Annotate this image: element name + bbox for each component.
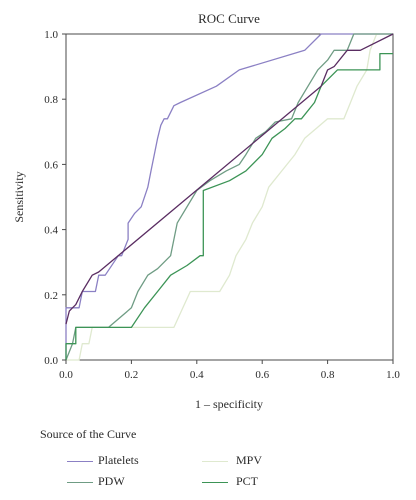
legend-swatch-mpv xyxy=(202,461,228,462)
y-axis-ticks: 0.0 0.2 0.4 0.6 0.8 1.0 xyxy=(44,29,66,367)
x-tick-label: 0.2 xyxy=(125,369,139,381)
x-tick-label: 0.8 xyxy=(321,369,335,381)
series-line-mpv xyxy=(66,33,393,361)
y-tick-label: 1.0 xyxy=(44,29,58,41)
legend-swatch-platelets xyxy=(67,461,93,462)
legend-label-mpv: MPV xyxy=(236,453,263,467)
series-line-pct xyxy=(65,52,393,360)
legend-title: Source of the Curve xyxy=(40,427,137,441)
series-line-platelets xyxy=(65,33,393,360)
legend-swatch-pdw xyxy=(67,482,93,483)
plot-frame xyxy=(65,33,394,361)
roc-chart: ROC Curve 0.0 0.2 0.4 0.6 0.8 1.0 0.00.20.40.… xyxy=(12,11,400,411)
y-tick-label: 0.8 xyxy=(44,94,58,106)
x-tick-label: 0.6 xyxy=(255,369,269,381)
x-axis-label: 1 – specificity xyxy=(195,397,263,411)
y-tick-label: 0.6 xyxy=(44,159,58,171)
series-line-pdw xyxy=(65,33,393,361)
x-tick-label: 1.0 xyxy=(386,369,400,381)
x-tick-label: 0.4 xyxy=(190,369,204,381)
series-line-curve-4 xyxy=(65,33,394,325)
legend-label-pdw: PDW xyxy=(98,474,125,488)
chart-title: ROC Curve xyxy=(198,11,260,26)
y-tick-label: 0.0 xyxy=(44,355,58,367)
y-axis-label: Sensitivity xyxy=(12,171,26,222)
legend-label-platelets: Platelets xyxy=(98,453,139,467)
x-axis-ticks: 0.0 0.2 0.4 0.6 0.8 1.0 xyxy=(59,360,400,381)
legend-label-pct: PCT xyxy=(236,474,259,488)
x-tick-label: 0.0 xyxy=(59,369,73,381)
roc-curves xyxy=(65,33,394,361)
y-tick-label: 0.4 xyxy=(44,225,58,237)
y-tick-label: 0.2 xyxy=(44,290,58,302)
legend-swatch-pct xyxy=(202,482,228,483)
